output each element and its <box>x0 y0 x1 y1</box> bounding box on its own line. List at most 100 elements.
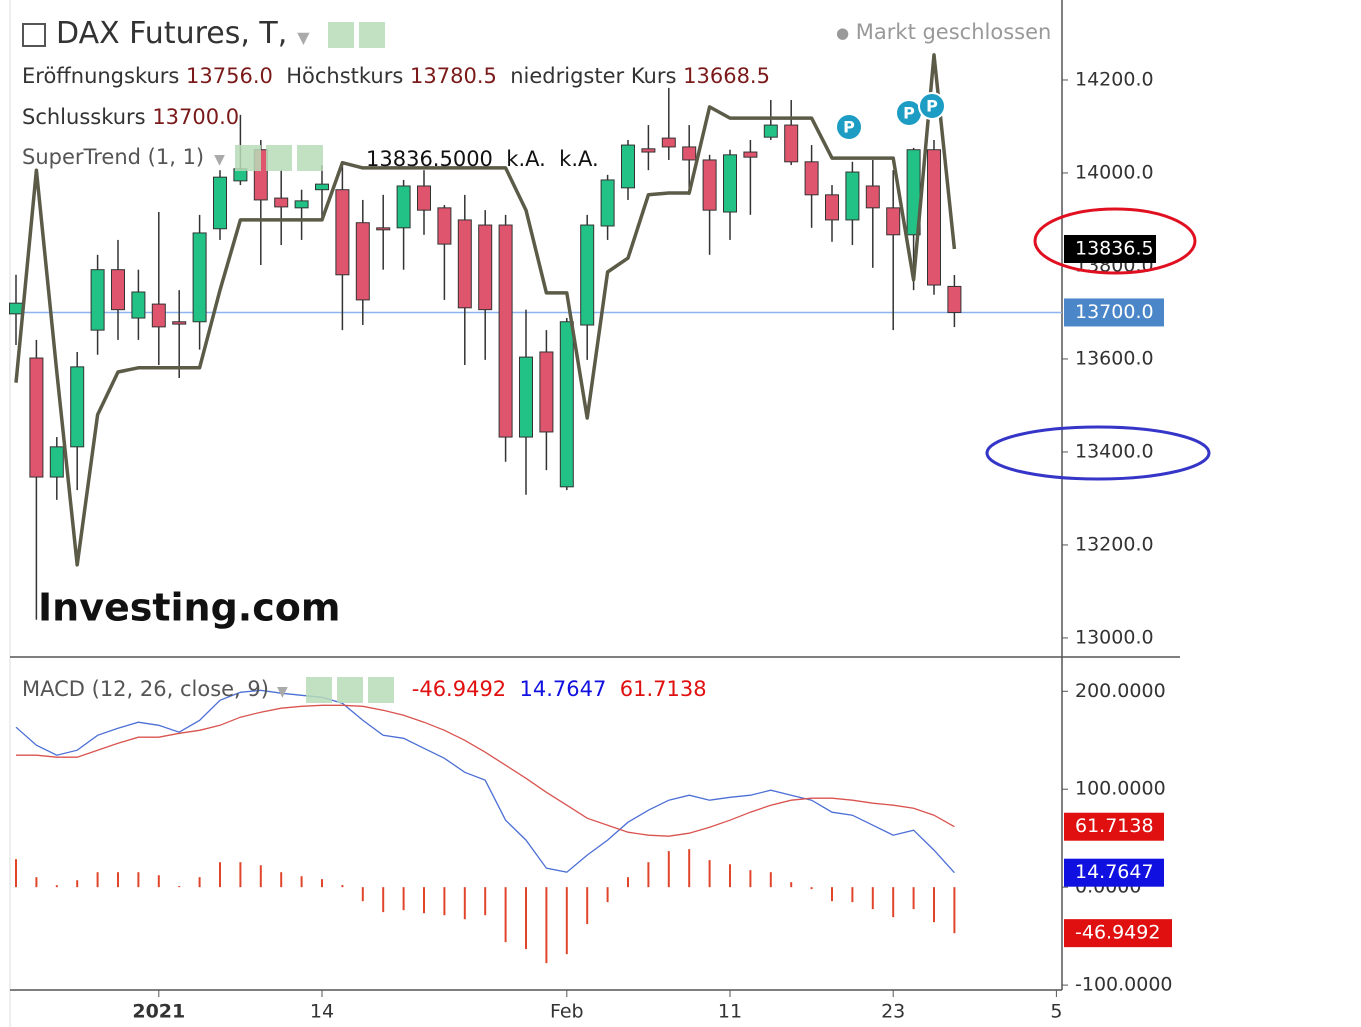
status-text: Markt geschlossen <box>855 20 1052 44</box>
x-tick-label: 5 <box>1050 1001 1062 1023</box>
candle-body <box>825 194 839 221</box>
candle-body <box>682 146 697 161</box>
remove-icon[interactable] <box>296 145 323 171</box>
candle-body <box>29 357 44 478</box>
candle-body <box>600 179 615 227</box>
ohlc-value: 13700.0 <box>152 105 240 129</box>
macd-badge <box>1064 919 1172 948</box>
indicator-value: k.A. <box>506 147 546 171</box>
ohlc-legend: Eröffnungskurs 13756.0 Höchstkurs 13780.… <box>22 64 770 88</box>
candle-body <box>947 285 962 313</box>
watermark: Investing.com <box>38 586 340 630</box>
indicator-value: 61.7138 <box>619 677 707 701</box>
candle-body <box>172 321 187 325</box>
candle-body <box>111 269 125 311</box>
last-price-badge-label: 13700.0 <box>1075 301 1154 323</box>
candle-body <box>49 446 64 478</box>
visibility-icon[interactable] <box>305 677 332 703</box>
candle-body <box>294 200 309 209</box>
candle-body <box>457 219 472 309</box>
y-tick-label: 13400.0 <box>1075 440 1154 462</box>
highlight-ellipse <box>985 425 1211 481</box>
candle-body <box>723 154 737 213</box>
y-tick-label: 200.0000 <box>1075 680 1166 702</box>
candle-body <box>274 197 289 208</box>
candle-body <box>661 137 676 148</box>
candle-body <box>763 124 778 138</box>
candle-body <box>743 151 758 158</box>
candle-body <box>580 224 595 326</box>
candle-body <box>335 189 350 276</box>
pivot-marker <box>918 92 946 120</box>
pivot-label: P <box>903 104 915 123</box>
ohlc-name: Höchstkurs <box>286 64 404 88</box>
supertrend-values: 13836.5000 k.A. k.A. <box>366 147 599 171</box>
settings-icon[interactable] <box>358 21 385 48</box>
macd-badge-label: 14.7647 <box>1075 861 1154 883</box>
indicator-value: -46.9492 <box>411 677 507 701</box>
supertrend-legend: SuperTrend (1, 1) ▼ <box>22 145 328 171</box>
pivot-marker <box>835 113 863 141</box>
candle-body <box>784 124 799 163</box>
visibility-icon[interactable] <box>234 145 261 171</box>
candle-body <box>70 366 85 448</box>
remove-icon[interactable] <box>367 677 394 703</box>
x-tick-label: 11 <box>718 1001 742 1023</box>
macd-badge-label: -46.9492 <box>1075 922 1160 944</box>
visibility-icon[interactable] <box>327 21 354 48</box>
supertrend-badge <box>1064 234 1156 263</box>
ohlc-legend: Schlusskurs 13700.0 <box>22 105 239 129</box>
candle-body <box>396 185 411 229</box>
candle-body <box>315 183 329 191</box>
supertrend-badge-label: 13836.5 <box>1075 237 1154 259</box>
collapse-icon[interactable] <box>22 22 46 47</box>
candle-body <box>355 222 370 301</box>
x-tick-label: 2021 <box>132 1001 185 1023</box>
candle-body <box>641 148 656 153</box>
candle-body <box>804 161 819 196</box>
indicator-value: 13836.5000 <box>366 147 493 171</box>
macd-legend: MACD (12, 26, close, 9) ▼ -46.9492 14.7647… <box>22 677 707 703</box>
settings-icon[interactable] <box>265 145 292 171</box>
candle-body <box>90 269 105 331</box>
candle-body <box>9 302 23 315</box>
dropdown-arrow[interactable]: ▼ <box>276 684 288 700</box>
ohlc-name: niedrigster Kurs <box>510 64 677 88</box>
y-tick-label: 13200.0 <box>1075 533 1154 555</box>
y-tick-label: 13600.0 <box>1075 347 1154 369</box>
candle-body <box>192 232 207 323</box>
macd-badge-label: 61.7138 <box>1075 815 1154 837</box>
indicator-value: k.A. <box>559 147 599 171</box>
candle-body <box>702 159 717 211</box>
candle-body <box>213 176 227 230</box>
dropdown-arrow[interactable]: ▼ <box>297 28 310 47</box>
candle-body <box>865 185 880 209</box>
candle-body <box>498 224 513 438</box>
title-row: DAX Futures, T, ▼ <box>22 16 390 51</box>
candle-body <box>539 351 554 433</box>
x-tick-label: 14 <box>310 1001 334 1023</box>
indicator-name: MACD (12, 26, close, 9) <box>22 677 269 701</box>
settings-icon[interactable] <box>336 677 363 703</box>
last-price-badge <box>1064 298 1164 327</box>
macd-badge <box>1064 858 1164 887</box>
x-tick-label: Feb <box>550 1001 584 1023</box>
candle-body <box>478 224 493 311</box>
y-tick-label: 14200.0 <box>1075 68 1154 90</box>
candle-body <box>519 356 533 438</box>
dropdown-arrow[interactable]: ▼ <box>214 152 225 168</box>
candle-body <box>376 227 391 231</box>
ohlc-name: Schlusskurs <box>22 105 146 129</box>
macd-line <box>16 704 955 837</box>
macd-line <box>15 689 955 874</box>
macd-badge <box>1064 812 1164 841</box>
market-status: ● Markt geschlossen <box>836 20 1052 44</box>
pivot-label: P <box>926 97 938 116</box>
pivot-label: P <box>843 118 855 137</box>
candle-body <box>151 303 166 328</box>
supertrend-line <box>14 53 957 567</box>
ohlc-value: 13756.0 <box>186 64 273 88</box>
chart-title: DAX Futures, T, <box>56 16 288 51</box>
